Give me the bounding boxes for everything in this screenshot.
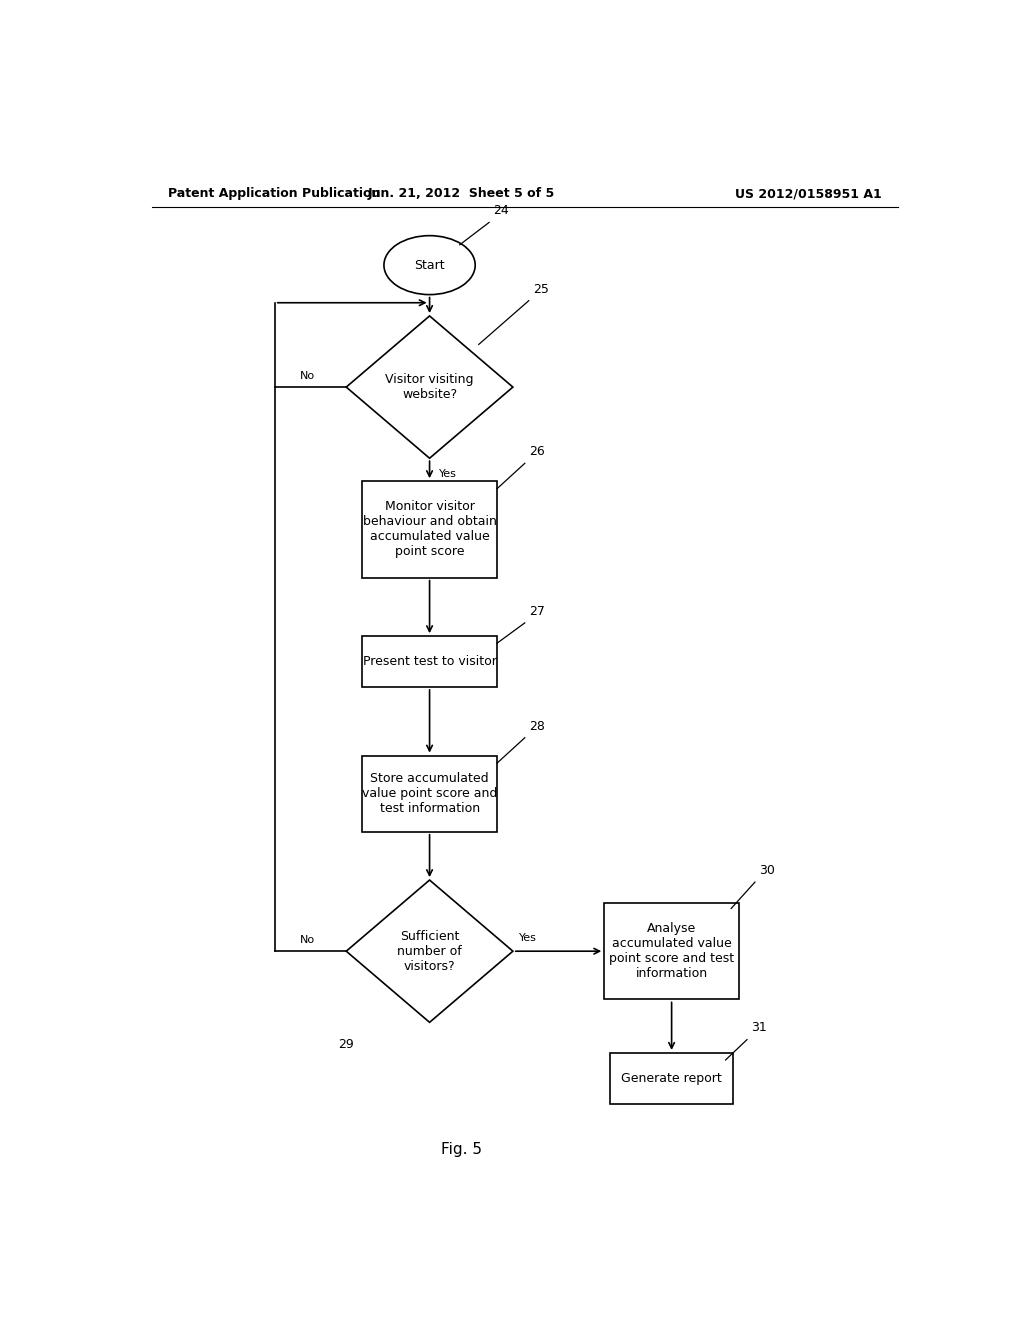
Text: Jun. 21, 2012  Sheet 5 of 5: Jun. 21, 2012 Sheet 5 of 5 <box>368 187 555 201</box>
Text: 26: 26 <box>528 445 545 458</box>
Text: Start: Start <box>415 259 444 272</box>
Text: Sufficient
number of
visitors?: Sufficient number of visitors? <box>397 929 462 973</box>
Text: 30: 30 <box>759 865 775 876</box>
Text: Generate report: Generate report <box>622 1072 722 1085</box>
Text: 31: 31 <box>751 1022 767 1035</box>
Text: Present test to visitor: Present test to visitor <box>362 655 497 668</box>
Bar <box>362 755 497 832</box>
Text: 24: 24 <box>494 205 509 218</box>
Text: 28: 28 <box>528 719 545 733</box>
Text: No: No <box>300 935 315 945</box>
Text: 27: 27 <box>528 605 545 618</box>
Bar <box>362 636 497 686</box>
Text: Visitor visiting
website?: Visitor visiting website? <box>385 374 474 401</box>
Text: US 2012/0158951 A1: US 2012/0158951 A1 <box>735 187 882 201</box>
Text: 29: 29 <box>338 1038 354 1051</box>
Text: Yes: Yes <box>519 933 538 942</box>
Text: Patent Application Publication: Patent Application Publication <box>168 187 380 201</box>
Text: Fig. 5: Fig. 5 <box>440 1142 482 1156</box>
Text: 25: 25 <box>532 282 549 296</box>
Text: Monitor visitor
behaviour and obtain
accumulated value
point score: Monitor visitor behaviour and obtain acc… <box>362 500 497 558</box>
Bar <box>362 480 497 578</box>
Text: Analyse
accumulated value
point score and test
information: Analyse accumulated value point score an… <box>609 923 734 981</box>
Text: Yes: Yes <box>439 469 457 479</box>
Bar <box>610 1053 733 1104</box>
Bar <box>604 903 739 999</box>
Text: No: No <box>300 371 315 381</box>
Text: Store accumulated
value point score and
test information: Store accumulated value point score and … <box>361 772 498 816</box>
